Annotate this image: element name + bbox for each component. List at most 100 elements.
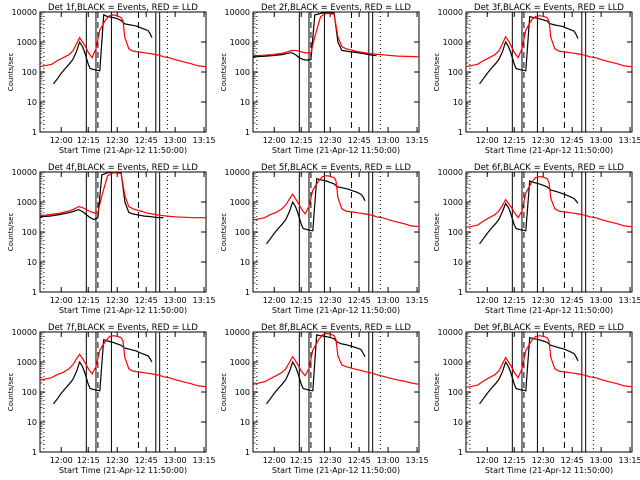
y-tick-label: 10000 — [225, 8, 250, 17]
y-tick-label: 1 — [245, 448, 250, 457]
events-series-line — [266, 177, 366, 245]
x-tick-label: 12:30 — [319, 136, 342, 145]
lld-series-line — [252, 332, 420, 385]
plot-frame — [252, 331, 420, 453]
x-tick-label: 13:15 — [619, 136, 640, 145]
chart-title: Det 2f,BLACK = Events, RED = LLD — [261, 3, 411, 13]
plot-frame — [465, 11, 633, 133]
x-tick-label: 12:00 — [50, 136, 73, 145]
chart-title: Det 3f,BLACK = Events, RED = LLD — [474, 3, 624, 13]
y-tick-label: 1000 — [443, 358, 463, 367]
chart-panel-4: 1 10 100 1000 10000 12:00 12:15 12:30 12:45 13:00… — [7, 163, 216, 315]
y-tick-label: 1 — [245, 128, 250, 137]
x-tick-label: 12:00 — [476, 456, 499, 465]
y-tick-label: 1 — [458, 128, 463, 137]
x-tick-label: 12:45 — [135, 136, 158, 145]
plot-frame — [39, 11, 207, 133]
events-series-line — [39, 171, 164, 221]
x-tick-label: 13:15 — [406, 456, 429, 465]
x-tick-label: 13:15 — [406, 136, 429, 145]
events-series-line — [252, 12, 377, 61]
x-axis-label: Start Time (21-Apr-12 11:50:00) — [485, 146, 613, 155]
y-axis-label: Counts/sec — [7, 373, 15, 412]
events-series-line — [479, 336, 579, 405]
y-tick-label: 10000 — [12, 328, 37, 337]
x-tick-label: 12:00 — [263, 296, 286, 305]
x-tick-label: 13:00 — [164, 136, 187, 145]
x-tick-label: 12:00 — [476, 296, 499, 305]
y-tick-label: 1000 — [230, 38, 250, 47]
y-tick-label: 1 — [458, 288, 463, 297]
y-tick-label: 10 — [453, 258, 463, 267]
y-tick-label: 1000 — [443, 198, 463, 207]
x-tick-label: 12:15 — [503, 136, 526, 145]
y-tick-label: 1000 — [230, 198, 250, 207]
chart-title: Det 7f,BLACK = Events, RED = LLD — [48, 323, 198, 333]
x-axis-label: Start Time (21-Apr-12 11:50:00) — [272, 306, 400, 315]
y-axis-label: Counts/sec — [220, 213, 228, 252]
chart-title: Det 5f,BLACK = Events, RED = LLD — [261, 163, 411, 173]
chart-title: Det 8f,BLACK = Events, RED = LLD — [261, 323, 411, 333]
x-axis-label: Start Time (21-Apr-12 11:50:00) — [59, 466, 187, 475]
lld-series-line — [39, 335, 207, 388]
y-tick-label: 1000 — [443, 38, 463, 47]
y-tick-label: 10000 — [438, 328, 463, 337]
x-axis-label: Start Time (21-Apr-12 11:50:00) — [59, 146, 187, 155]
y-tick-label: 10 — [240, 418, 250, 427]
x-tick-label: 13:15 — [619, 456, 640, 465]
x-tick-label: 13:15 — [193, 456, 216, 465]
x-tick-label: 13:00 — [590, 296, 613, 305]
chart-panel-7: 1 10 100 1000 10000 12:00 12:15 12:30 12:45 13:00… — [7, 323, 216, 475]
y-tick-label: 100 — [22, 68, 37, 77]
chart-title: Det 4f,BLACK = Events, RED = LLD — [48, 163, 198, 173]
y-tick-label: 10000 — [438, 8, 463, 17]
y-tick-label: 10 — [240, 258, 250, 267]
lld-series-line — [465, 335, 633, 389]
x-tick-label: 12:30 — [532, 296, 555, 305]
x-tick-label: 12:45 — [348, 296, 371, 305]
x-tick-label: 13:00 — [164, 456, 187, 465]
lld-series-line — [252, 12, 420, 58]
x-tick-label: 12:15 — [290, 456, 313, 465]
plot-frame — [465, 171, 633, 293]
x-tick-label: 12:15 — [503, 456, 526, 465]
x-tick-label: 12:15 — [290, 296, 313, 305]
x-tick-label: 12:15 — [503, 296, 526, 305]
y-tick-label: 10000 — [225, 328, 250, 337]
plot-frame — [252, 171, 420, 293]
y-tick-label: 100 — [448, 68, 463, 77]
plot-frame — [465, 331, 633, 453]
y-tick-label: 10 — [27, 418, 37, 427]
y-tick-label: 10 — [453, 98, 463, 107]
y-tick-label: 100 — [22, 228, 37, 237]
events-series-line — [53, 339, 153, 405]
chart-title: Det 6f,BLACK = Events, RED = LLD — [474, 163, 624, 173]
x-tick-label: 13:15 — [406, 296, 429, 305]
x-tick-label: 13:00 — [377, 456, 400, 465]
x-tick-label: 12:30 — [532, 136, 555, 145]
y-tick-label: 1 — [32, 288, 37, 297]
x-tick-label: 12:30 — [106, 136, 129, 145]
x-tick-label: 12:45 — [561, 456, 584, 465]
y-tick-label: 1 — [245, 288, 250, 297]
x-tick-label: 12:00 — [263, 456, 286, 465]
lld-series-line — [465, 175, 633, 229]
chart-title: Det 9f,BLACK = Events, RED = LLD — [474, 323, 624, 333]
x-tick-label: 13:00 — [164, 296, 187, 305]
y-tick-label: 100 — [235, 388, 250, 397]
y-tick-label: 1 — [32, 128, 37, 137]
chart-panel-2: 1 10 100 1000 10000 12:00 12:15 12:30 12:45 13:00… — [220, 3, 429, 155]
y-tick-label: 10 — [453, 418, 463, 427]
x-tick-label: 12:15 — [77, 296, 100, 305]
x-axis-label: Start Time (21-Apr-12 11:50:00) — [59, 306, 187, 315]
y-tick-label: 100 — [448, 228, 463, 237]
chart-panel-5: 1 10 100 1000 10000 12:00 12:15 12:30 12:45 13:00… — [220, 163, 429, 315]
x-tick-label: 12:30 — [532, 456, 555, 465]
lld-series-line — [465, 15, 633, 68]
lld-series-line — [39, 172, 206, 219]
y-axis-label: Counts/sec — [433, 53, 441, 92]
plot-frame — [39, 331, 207, 453]
x-tick-label: 12:30 — [106, 456, 129, 465]
x-tick-label: 13:00 — [377, 296, 400, 305]
y-axis-label: Counts/sec — [433, 373, 441, 412]
